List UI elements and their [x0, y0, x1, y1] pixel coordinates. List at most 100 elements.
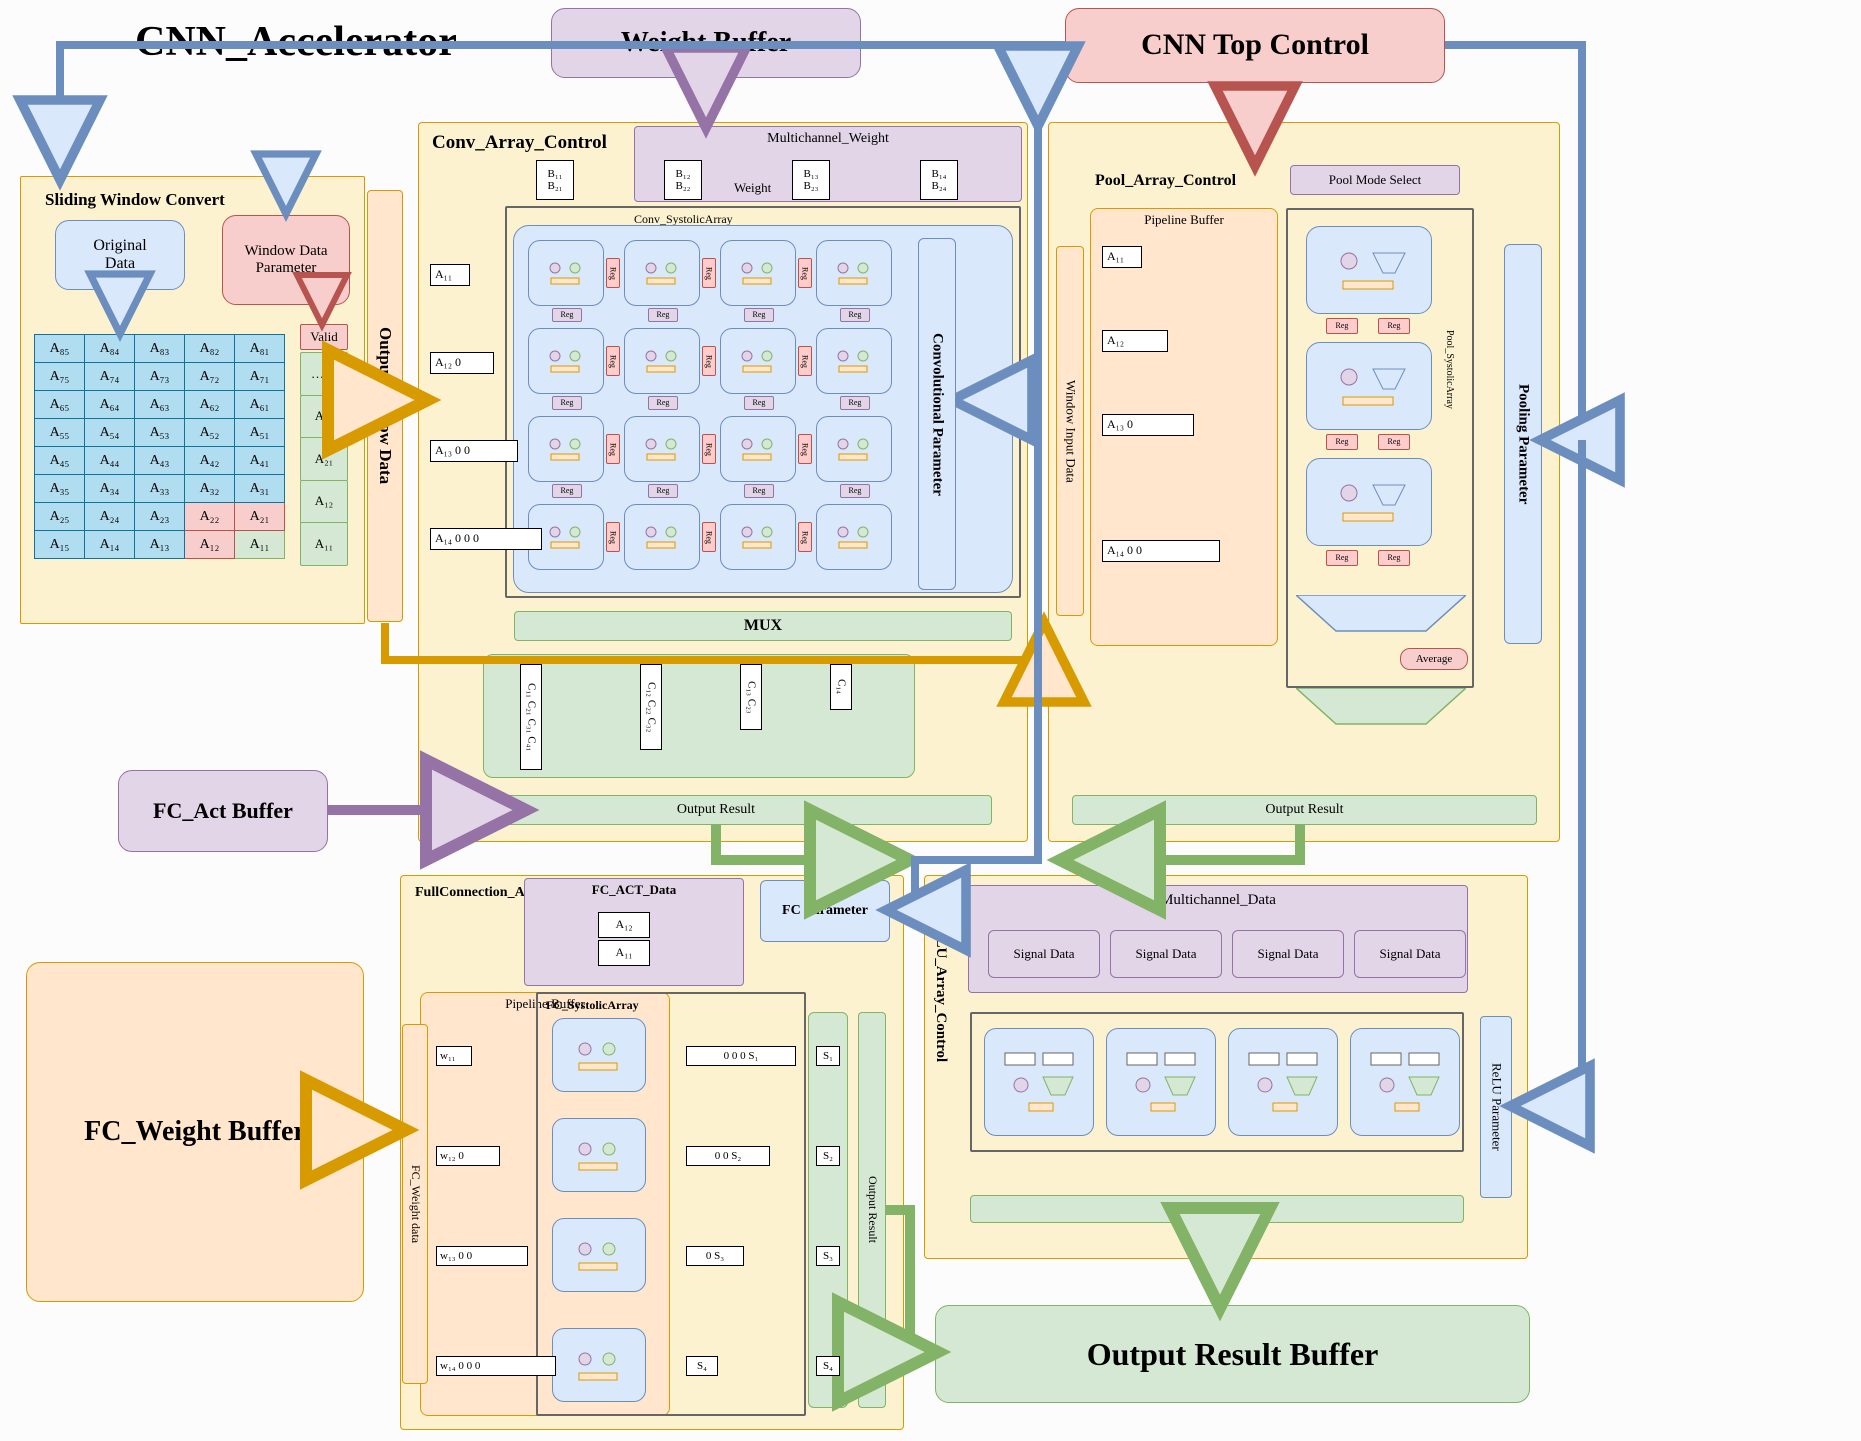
valid-cell: Valid — [300, 324, 348, 350]
table-cell: A₇₁ — [235, 363, 285, 391]
table-cell: A₁₃ — [135, 531, 185, 559]
fc-s-label: S₄ — [816, 1356, 840, 1376]
pp-label: Pooling Parameter — [1514, 384, 1531, 504]
stack-cell: A₁₁ — [300, 522, 348, 566]
reg-cell: Reg — [648, 484, 678, 498]
pool-systolic-label: Pool_SystolicArray — [1444, 330, 1455, 409]
table-cell: A₆₅ — [35, 391, 85, 419]
conv-pe — [816, 328, 892, 394]
table-cell: A₄₄ — [85, 447, 135, 475]
fcor-label: Output Result — [865, 1176, 879, 1243]
fc-s-label: S₃ — [816, 1246, 840, 1266]
reg-cell: Reg — [840, 396, 870, 410]
conv-a-row: A₁₂ 0 — [430, 352, 494, 374]
por-label: Output Result — [1265, 802, 1343, 818]
reg-cell: Reg — [606, 522, 620, 552]
reg-cell: Reg — [744, 308, 774, 322]
table-cell: A₆₂ — [185, 391, 235, 419]
pool-a-row: A₁₁ — [1102, 246, 1142, 268]
reg-cell: Reg — [1378, 318, 1410, 334]
conv-pe — [528, 328, 604, 394]
conv-a-row: A₁₁ — [430, 264, 470, 286]
table-cell: A₂₅ — [35, 503, 85, 531]
table-cell: A₅₁ — [235, 419, 285, 447]
reg-cell: Reg — [1326, 318, 1358, 334]
original-data-label: Original Data — [93, 237, 146, 274]
table-cell: A₆₁ — [235, 391, 285, 419]
stack-cell: …… — [300, 352, 348, 396]
pool-output-result: Output Result — [1072, 795, 1537, 825]
weight-buffer: Weight Buffer — [551, 8, 861, 78]
reg-cell: Reg — [702, 434, 716, 464]
fc-pe — [552, 1118, 646, 1192]
table-cell: A₁₅ — [35, 531, 85, 559]
reg-cell: Reg — [744, 396, 774, 410]
table-cell: A₁₄ — [85, 531, 135, 559]
original-data: Original Data — [55, 220, 185, 290]
reg-cell: Reg — [552, 308, 582, 322]
mux-box: MUX — [514, 611, 1012, 641]
reg-cell: Reg — [552, 396, 582, 410]
sliding-data-table: A₈₅A₈₄A₈₃A₈₂A₈₁A₇₅A₇₄A₇₃A₇₂A₇₁A₆₅A₆₄A₆₃A… — [34, 334, 285, 559]
fc-act-cell: A₁₂ — [598, 912, 650, 938]
cnn-top-control: CNN Top Control — [1065, 8, 1445, 83]
conv-param-label: Convolutional Parameter — [928, 333, 945, 496]
reg-cell: Reg — [744, 484, 774, 498]
fc-pe — [552, 1018, 646, 1092]
table-cell: A₅₂ — [185, 419, 235, 447]
pms-label: Pool Mode Select — [1329, 173, 1421, 188]
fc-pe — [552, 1328, 646, 1402]
reg-cell: Reg — [606, 434, 620, 464]
fc-w-row: w₁₄ 0 0 0 — [436, 1356, 556, 1376]
fcp-label: FC Parameter — [782, 903, 868, 919]
pool-pe — [1306, 342, 1432, 430]
table-cell: A₄₅ — [35, 447, 85, 475]
fc-w-row: w₁₂ 0 — [436, 1146, 500, 1166]
conv-pe — [720, 240, 796, 306]
conv-pe — [624, 504, 700, 570]
page-title: CNN_Accelerator — [135, 18, 457, 66]
stack-cell: A₁₂ — [300, 480, 348, 524]
conv-out-col: C₁₂ C₂₂ C₃₂ — [640, 664, 662, 750]
conv-a-row: A₁₃ 0 0 — [430, 440, 518, 462]
fc-s-row: S₄ — [686, 1356, 718, 1376]
stack-cell: A₂₂ — [300, 395, 348, 439]
table-cell: A₃₂ — [185, 475, 235, 503]
conv-out-col: C₁₁ C₂₁ C₃₁ C₄₁ — [520, 664, 542, 770]
fc-act-cell: A₁₁ — [598, 940, 650, 966]
table-cell: A₆₄ — [85, 391, 135, 419]
reg-cell: Reg — [702, 346, 716, 376]
ppb-label: Pipeline Buffer — [1144, 213, 1224, 228]
relu-parameter: ReLU Parameter — [1480, 1016, 1512, 1198]
table-cell: A₈₃ — [135, 335, 185, 363]
fc-w-row: w₁₁ — [436, 1046, 472, 1066]
reg-cell: Reg — [1326, 550, 1358, 566]
signal-data: Signal Data — [1232, 930, 1344, 978]
pool-a-row: A₁₄ 0 0 — [1102, 540, 1220, 562]
conv-title: Conv_Array_Control — [432, 132, 607, 154]
mc-weight-label: Multichannel_Weight — [767, 131, 889, 147]
pool-trapezoid — [1296, 595, 1466, 635]
table-cell: A₃₅ — [35, 475, 85, 503]
signal-data: Signal Data — [1354, 930, 1466, 978]
fc-s-label: S₁ — [816, 1046, 840, 1066]
table-cell: A₂₃ — [135, 503, 185, 531]
table-cell: A₈₄ — [85, 335, 135, 363]
pool-pe — [1306, 458, 1432, 546]
conv-pe — [816, 504, 892, 570]
pool-title: Pool_Array_Control — [1095, 172, 1236, 190]
reg-cell: Reg — [648, 308, 678, 322]
fc-parameter: FC Parameter — [760, 880, 890, 942]
reg-cell: Reg — [1378, 434, 1410, 450]
table-cell: A₁₂ — [185, 531, 235, 559]
conv-a-row: A₁₄ 0 0 0 — [430, 528, 542, 550]
weight-buffer-label: Weight Buffer — [621, 27, 791, 59]
relu-pe — [984, 1028, 1094, 1136]
reg-cell: Reg — [606, 258, 620, 288]
sliding-title: Sliding Window Convert — [45, 190, 225, 210]
conv-out-col: C₁₃ C₂₃ — [740, 664, 762, 730]
fc-systolic-label: FC_SystolicArray — [546, 998, 639, 1013]
b-cell: B₁₄B₂₄ — [920, 160, 958, 200]
reg-cell: Reg — [798, 522, 812, 552]
conv-pe — [720, 504, 796, 570]
